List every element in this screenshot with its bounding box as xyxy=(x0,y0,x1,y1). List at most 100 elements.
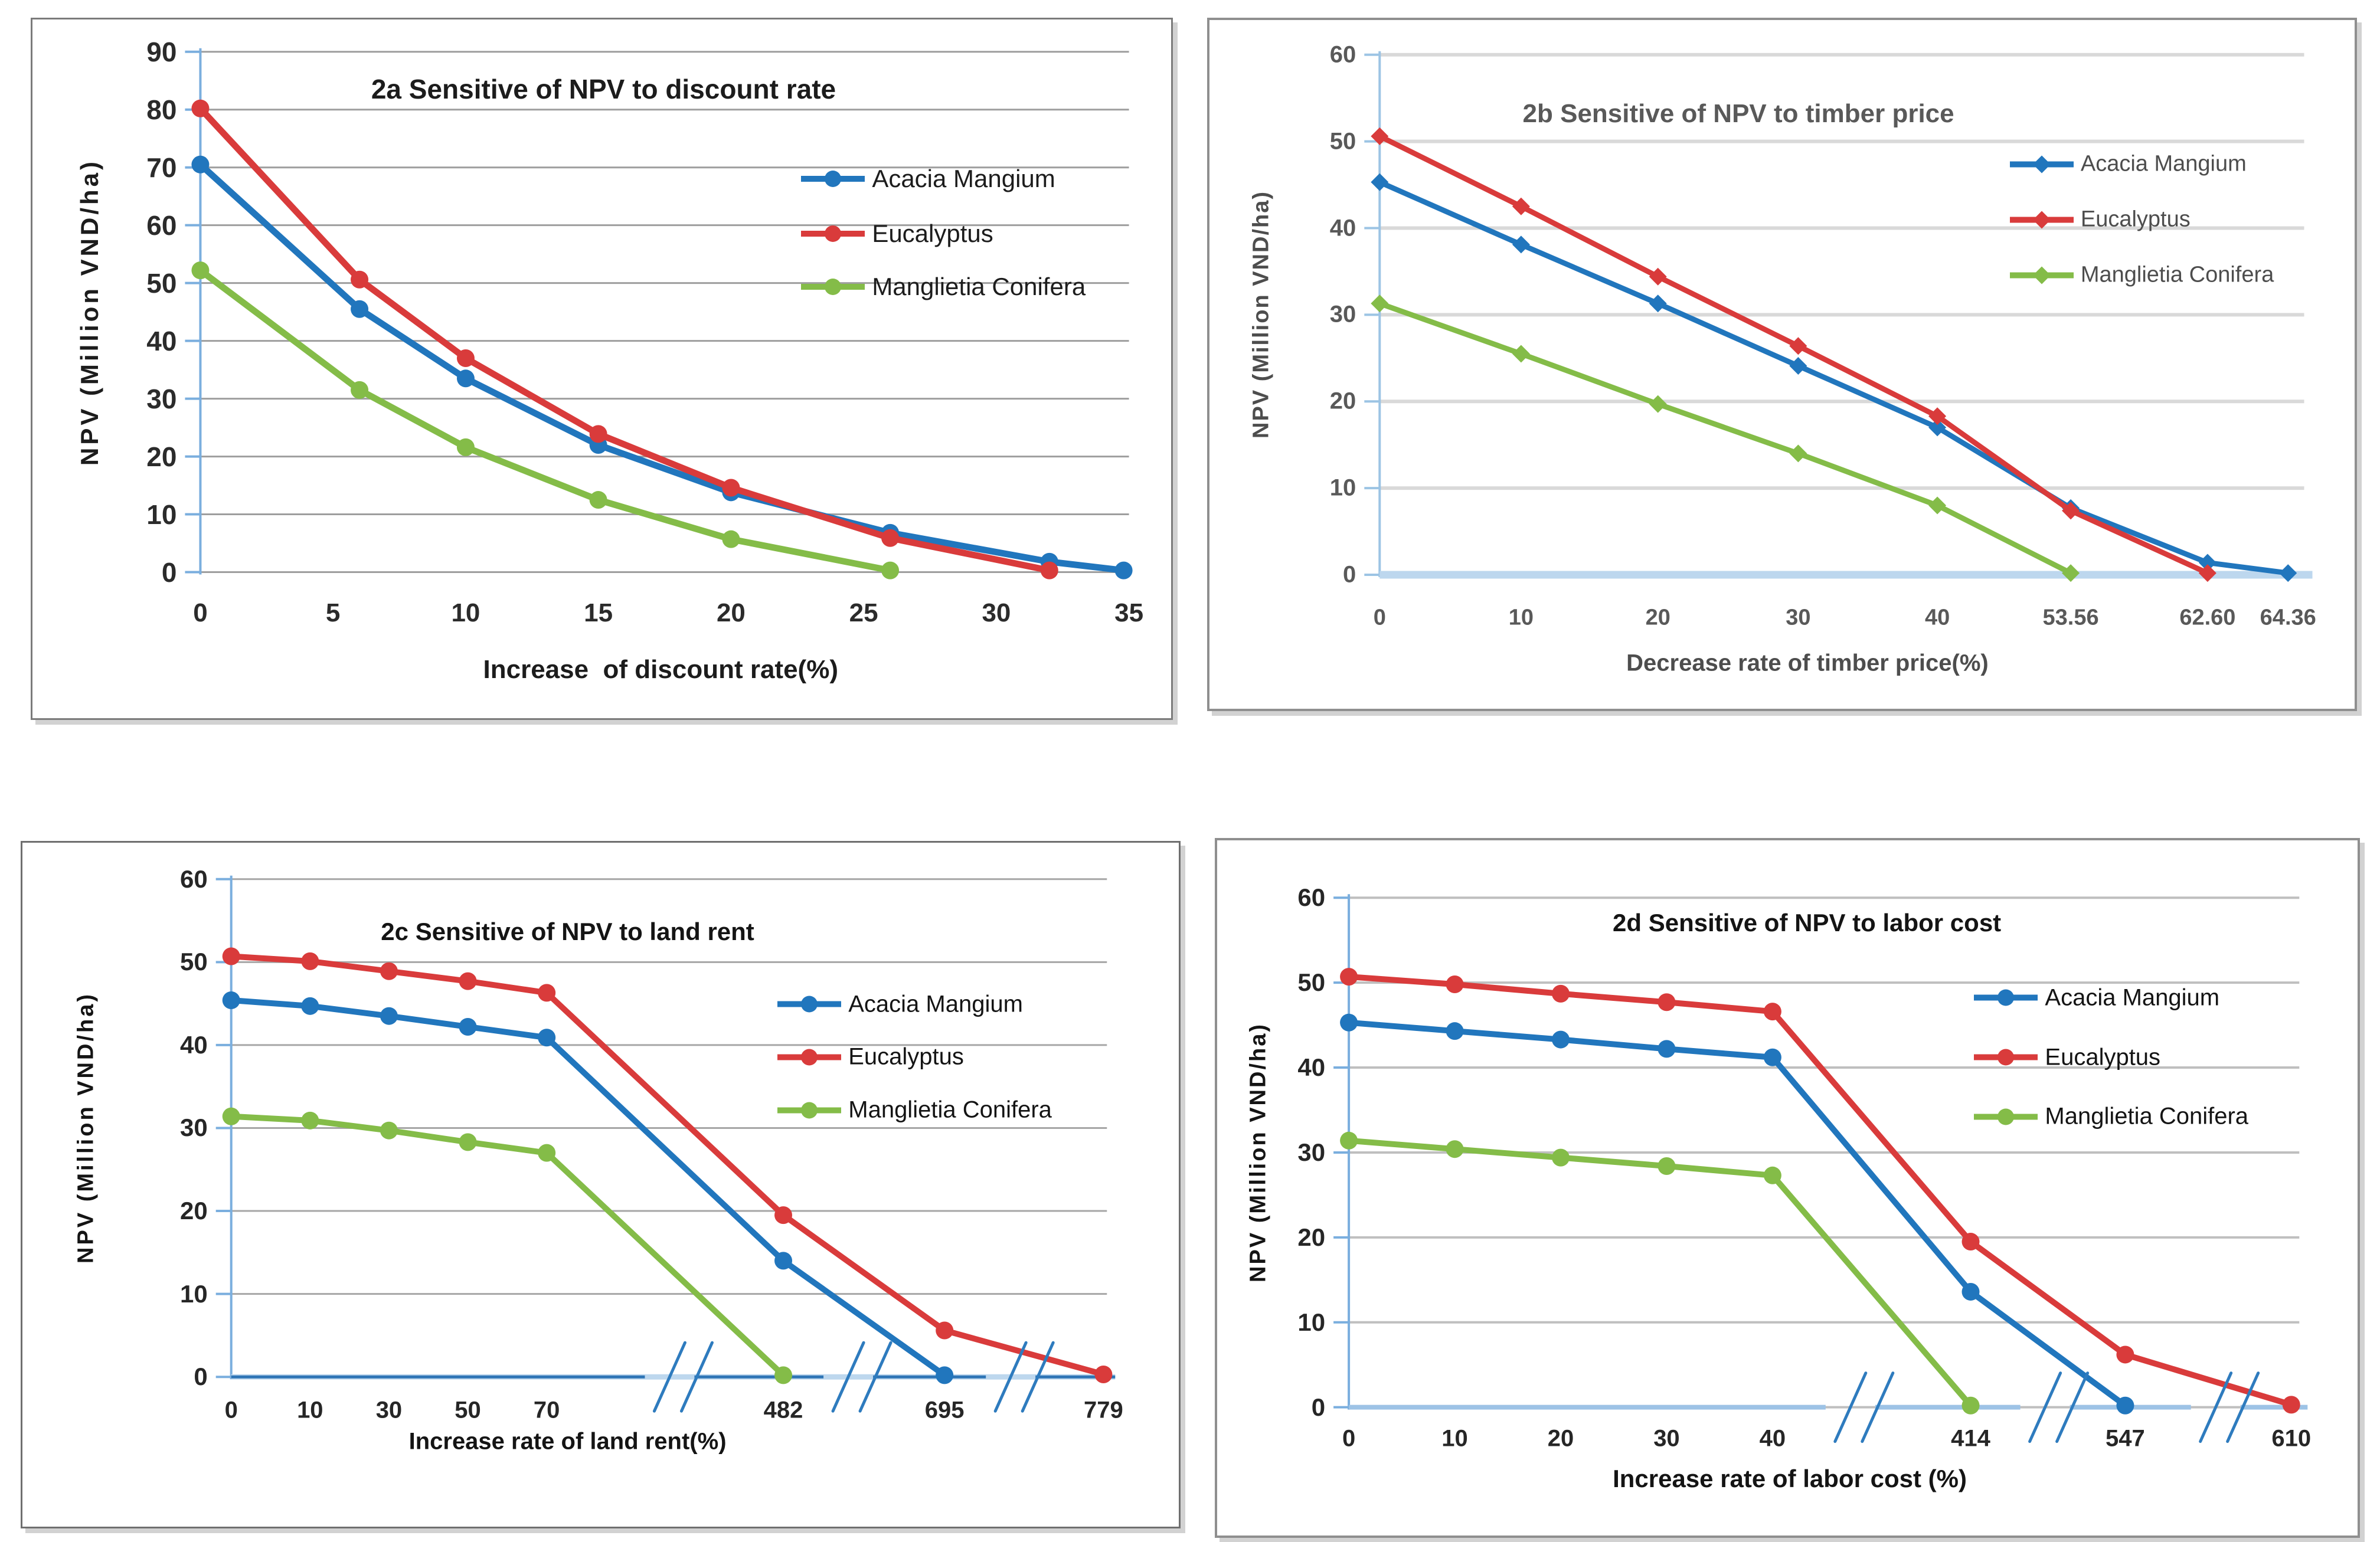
data-point-marker xyxy=(1446,975,1464,994)
data-point-marker xyxy=(1789,337,1807,355)
data-point-marker xyxy=(538,984,556,1002)
y-tick-label: 0 xyxy=(1343,561,1356,588)
legend-item-acacia-mangium: Acacia Mangium xyxy=(776,991,1023,1017)
y-tick-label: 0 xyxy=(161,556,177,588)
legend-marker xyxy=(2032,155,2051,173)
data-point-marker xyxy=(1763,1166,1781,1184)
y-tick-label: 10 xyxy=(1329,474,1356,501)
data-point-marker xyxy=(1961,1282,1980,1301)
data-point-marker xyxy=(774,1252,793,1270)
data-point-marker xyxy=(881,529,900,547)
y-tick-label: 50 xyxy=(1297,968,1326,997)
series-line-manglietia-conifera xyxy=(228,1113,787,1379)
x-tick-label: 0 xyxy=(224,1397,238,1423)
data-point-marker xyxy=(1928,407,1947,425)
data-point-marker xyxy=(351,300,369,318)
data-point-marker xyxy=(1961,1396,1980,1415)
data-point-marker xyxy=(1649,294,1667,313)
series-line-eucalyptus xyxy=(1346,974,2294,1408)
x-tick-label: 20 xyxy=(1645,605,1670,630)
data-point-marker xyxy=(936,1366,954,1384)
data-point-marker xyxy=(351,381,369,399)
legend-label: Eucalyptus xyxy=(2080,207,2191,232)
x-tick-label: 30 xyxy=(375,1397,403,1423)
legend-item-eucalyptus: Eucalyptus xyxy=(2009,207,2191,233)
x-axis-label: Increase rate of land rent(%) xyxy=(408,1428,727,1455)
y-tick-label: 50 xyxy=(146,267,177,299)
x-tick-label: 0 xyxy=(1373,605,1386,630)
x-tick-label: 50 xyxy=(455,1397,481,1423)
legend-marker xyxy=(1998,1049,2015,1066)
data-point-marker xyxy=(1789,444,1807,463)
legend-label: Eucalyptus xyxy=(872,219,993,247)
legend-item-eucalyptus: Eucalyptus xyxy=(776,1044,964,1070)
y-tick-label: 80 xyxy=(146,94,177,125)
data-point-marker xyxy=(1340,1013,1358,1032)
y-tick-label: 20 xyxy=(1329,388,1356,414)
data-point-marker xyxy=(1371,294,1389,313)
data-point-marker xyxy=(191,99,210,117)
legend-label: Manglietia Conifera xyxy=(2080,262,2274,287)
y-tick-label: 60 xyxy=(1329,41,1356,68)
data-point-marker xyxy=(380,1121,398,1140)
plot-area-2b xyxy=(1364,51,2313,582)
series-line-manglietia-conifera xyxy=(197,267,894,574)
legend-item-manglietia-conifera: Manglietia Conifera xyxy=(1973,1104,2248,1130)
data-point-marker xyxy=(301,1111,319,1130)
legend-marker-icon xyxy=(2009,155,2074,173)
x-tick-label: 30 xyxy=(982,598,1011,627)
axis-break-icon xyxy=(831,1341,865,1413)
y-tick-label: 40 xyxy=(1297,1053,1326,1082)
data-point-marker xyxy=(722,479,740,497)
x-tick-label: 547 xyxy=(2106,1425,2145,1452)
data-point-marker xyxy=(722,530,740,548)
chart-panel-2a: 2a Sensitive of NPV to discount rate Inc… xyxy=(31,18,1173,720)
data-point-marker xyxy=(222,947,240,965)
y-tick-label: 30 xyxy=(146,383,177,414)
legend-marker xyxy=(1998,989,2015,1006)
x-tick-label: 482 xyxy=(763,1397,803,1423)
data-point-marker xyxy=(456,438,475,456)
x-tick-label: 70 xyxy=(533,1397,560,1423)
legend-item-eucalyptus: Eucalyptus xyxy=(800,220,993,248)
axis-break-icon xyxy=(652,1341,686,1413)
axis-break-icon xyxy=(1861,1371,1895,1443)
legend-marker-icon xyxy=(801,225,865,242)
y-tick-label: 0 xyxy=(194,1363,208,1391)
legend-marker-icon xyxy=(801,279,865,296)
data-point-marker xyxy=(2116,1345,2134,1364)
data-point-marker xyxy=(2198,554,2216,572)
data-point-marker xyxy=(589,425,607,443)
x-tick-label: 779 xyxy=(1084,1397,1123,1423)
legend-marker xyxy=(801,1049,818,1066)
y-tick-label: 20 xyxy=(179,1197,208,1225)
data-point-marker xyxy=(1446,1140,1464,1158)
legend-marker-icon xyxy=(1974,989,2038,1006)
x-axis-label: Increase rate of labor cost (%) xyxy=(1613,1464,1967,1492)
y-tick-label: 40 xyxy=(146,325,177,356)
chart-title: 2a Sensitive of NPV to discount rate xyxy=(371,73,836,104)
data-point-marker xyxy=(538,1144,556,1162)
data-point-marker xyxy=(1552,984,1570,1003)
y-tick-label: 90 xyxy=(146,36,177,67)
legend-label: Acacia Mangium xyxy=(2045,984,2220,1011)
y-tick-label: 40 xyxy=(179,1030,208,1059)
data-point-marker xyxy=(2062,564,2080,582)
data-point-marker xyxy=(1658,1040,1676,1058)
y-axis-label: NPV (Million VND/ha) xyxy=(73,992,99,1264)
legend-marker-icon xyxy=(2009,266,2074,284)
y-tick-label: 20 xyxy=(146,441,177,472)
data-point-marker xyxy=(1552,1030,1570,1049)
chart-panel-2d: 2d Sensitive of NPV to labor cost Increa… xyxy=(1215,838,2360,1538)
y-axis-label: NPV (Million VND/ha) xyxy=(1248,191,1274,439)
y-tick-label: 70 xyxy=(146,152,177,183)
x-axis-label: Increase of discount rate(%) xyxy=(483,654,838,684)
data-point-marker xyxy=(191,155,210,173)
legend-label: Eucalyptus xyxy=(848,1043,964,1070)
x-tick-label: 20 xyxy=(716,598,746,627)
data-point-marker xyxy=(380,962,398,980)
legend-item-acacia-mangium: Acacia Mangium xyxy=(1973,984,2219,1011)
legend-marker-icon xyxy=(2009,211,2074,229)
y-tick-label: 10 xyxy=(1297,1308,1326,1336)
legend-marker-icon xyxy=(777,1049,842,1066)
